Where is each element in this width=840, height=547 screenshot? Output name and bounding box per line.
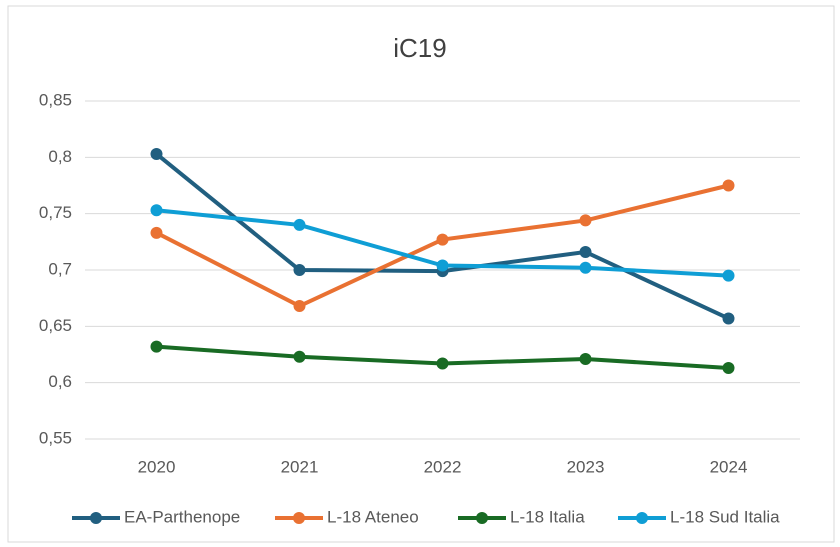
legend-marker xyxy=(293,512,305,524)
y-tick-label: 0,55 xyxy=(39,428,72,447)
data-point xyxy=(722,269,735,282)
data-point xyxy=(722,362,735,375)
x-tick-label: 2024 xyxy=(710,457,748,476)
y-tick-label: 0,75 xyxy=(39,203,72,222)
data-point xyxy=(150,340,163,353)
data-point xyxy=(150,147,163,160)
data-point xyxy=(150,226,163,239)
legend-marker xyxy=(636,512,648,524)
legend-label: EA-Parthenope xyxy=(124,507,240,526)
data-point xyxy=(293,264,306,276)
data-point xyxy=(436,233,449,246)
data-point xyxy=(293,350,306,363)
x-tick-label: 2020 xyxy=(138,457,176,476)
chart-title: iC19 xyxy=(393,33,446,63)
y-tick-label: 0,85 xyxy=(39,90,72,109)
data-point xyxy=(436,357,449,370)
data-point xyxy=(722,179,735,192)
legend-marker xyxy=(90,512,102,524)
legend-label: L-18 Italia xyxy=(510,507,585,526)
data-point xyxy=(579,245,592,258)
y-tick-label: 0,7 xyxy=(48,259,72,278)
data-point xyxy=(579,214,592,227)
data-point xyxy=(579,261,592,274)
data-point xyxy=(579,353,592,366)
x-tick-label: 2023 xyxy=(567,457,605,476)
data-point xyxy=(436,259,449,272)
legend-marker xyxy=(476,512,488,524)
x-tick-label: 2021 xyxy=(281,457,319,476)
y-tick-label: 0,6 xyxy=(48,372,72,391)
legend-label: L-18 Ateneo xyxy=(327,507,419,526)
legend-label: L-18 Sud Italia xyxy=(670,507,780,526)
data-point xyxy=(722,312,735,325)
data-point xyxy=(293,218,306,231)
y-tick-label: 0,65 xyxy=(39,316,72,335)
x-tick-label: 2022 xyxy=(424,457,462,476)
data-point xyxy=(150,204,163,217)
y-tick-label: 0,8 xyxy=(48,147,72,166)
data-point xyxy=(293,300,306,313)
